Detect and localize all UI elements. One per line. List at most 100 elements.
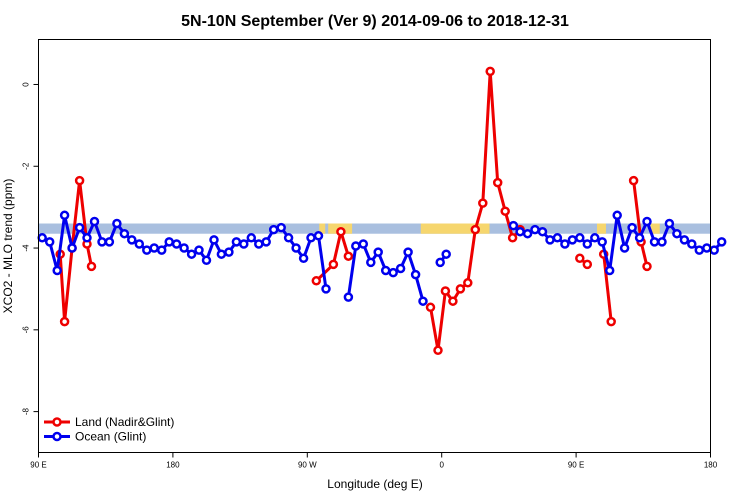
series-1-point-32 — [276, 222, 286, 233]
series-1-point-37 — [313, 231, 324, 241]
land-band-2 — [420, 223, 490, 234]
series-1-point-12 — [127, 235, 137, 245]
series-1-point-24 — [216, 249, 227, 259]
x-axis: 90 E 180 90 W 0 90 E 180 — [30, 452, 718, 470]
series-1-point-55 — [530, 224, 540, 235]
series-1-point-28 — [246, 233, 257, 243]
series-1-point-45 — [388, 267, 398, 278]
series-1-point-14 — [142, 245, 152, 255]
series-1-point-33 — [283, 233, 294, 243]
series-1-point-74 — [672, 228, 682, 239]
series-1-point-50 — [435, 257, 445, 268]
series-1-point-7 — [89, 216, 100, 227]
x-tick-label-3: 0 — [439, 461, 444, 470]
series-1-point-70 — [642, 216, 652, 227]
land-band-4 — [650, 223, 660, 234]
series-0-point-18 — [485, 66, 495, 77]
y-tick-label-0: 0 — [22, 82, 31, 87]
series-0-point-5 — [86, 261, 97, 272]
series-1-point-40 — [351, 241, 361, 251]
y-tick-label-1: -2 — [22, 162, 31, 170]
series-1-point-10 — [112, 218, 122, 229]
series-0-point-17 — [478, 198, 488, 208]
series-1-point-34 — [291, 243, 301, 253]
series-1-point-27 — [239, 239, 249, 249]
series-1-point-16 — [156, 245, 167, 255]
series-1-point-5 — [74, 222, 85, 233]
series-0-point-16 — [470, 224, 481, 235]
series-1-point-23 — [209, 235, 219, 245]
series-1-point-67 — [619, 243, 630, 253]
series-1-point-17 — [164, 237, 174, 247]
legend-marker-0 — [52, 417, 62, 427]
series-0-point-11 — [433, 345, 443, 356]
series-0-line-4 — [602, 254, 613, 322]
land-band-3 — [597, 223, 606, 234]
series-1-point-62 — [582, 239, 593, 249]
series-1-point-71 — [649, 237, 660, 247]
x-tick-label-1: 180 — [166, 461, 180, 470]
chart-title: 5N-10N September (Ver 9) 2014-09-06 to 2… — [181, 13, 569, 30]
legend-label-0: Land (Nadir&Glint) — [75, 415, 174, 429]
series-1-point-8 — [97, 237, 107, 247]
series-1-point-80 — [716, 237, 727, 247]
x-axis-label: Longitude (deg E) — [327, 477, 422, 491]
series-1-point-61 — [575, 233, 585, 243]
series-1-point-13 — [134, 239, 145, 249]
series-0-point-21 — [507, 233, 518, 243]
series-1-point-53 — [515, 226, 525, 237]
ocean-band — [38, 223, 711, 234]
series-1-point-47 — [403, 247, 413, 257]
series-1-point-56 — [537, 226, 548, 237]
series-1-point-29 — [254, 239, 264, 249]
series-0-point-20 — [500, 206, 510, 216]
series-1-point-44 — [380, 265, 391, 276]
series-1-point-42 — [366, 257, 376, 268]
series-1-point-2 — [52, 265, 62, 276]
series-1-point-65 — [604, 265, 615, 276]
plot-frame — [38, 39, 711, 453]
series-1-point-26 — [231, 237, 242, 247]
series-0-point-19 — [492, 177, 503, 188]
legend: Land (Nadir&Glint)Ocean (Glint) — [44, 415, 174, 444]
series-1-point-51 — [441, 249, 451, 259]
series-1-point-9 — [104, 237, 115, 247]
series-1-point-73 — [664, 218, 675, 229]
y-axis: 0 -2 -4 -6 -8 — [22, 82, 39, 415]
series-1-point-38 — [321, 284, 331, 294]
series-0-point-29 — [642, 261, 652, 272]
series-0-point-23 — [575, 253, 585, 264]
y-tick-label-2: -4 — [22, 244, 31, 252]
series-0-point-13 — [448, 296, 458, 306]
series-1-point-21 — [194, 245, 204, 255]
series-1-point-77 — [694, 245, 705, 255]
x-tick-label-5: 180 — [704, 461, 718, 470]
series-1-point-30 — [261, 237, 271, 247]
x-tick-label-2: 90 W — [298, 461, 317, 470]
series-1-point-69 — [634, 233, 645, 243]
series-1-point-25 — [224, 247, 234, 257]
series-0-line-0 — [58, 179, 93, 324]
series-0-point-10 — [425, 302, 436, 313]
series-0-point-1 — [59, 316, 70, 327]
series-1-point-31 — [268, 224, 279, 235]
series-1-point-79 — [709, 245, 719, 255]
series-1-point-54 — [522, 228, 533, 239]
series-0-point-27 — [628, 175, 639, 186]
x-tick-label-4: 90 E — [568, 461, 584, 470]
series-layer — [37, 66, 727, 356]
series-1 — [37, 210, 727, 306]
series-1-point-41 — [358, 239, 369, 249]
series-1-point-57 — [545, 235, 555, 245]
series-1-point-76 — [687, 239, 697, 249]
legend-label-1: Ocean (Glint) — [75, 430, 146, 444]
series-1-point-18 — [171, 239, 182, 249]
series-1-point-64 — [597, 237, 607, 247]
series-0-point-24 — [582, 259, 593, 270]
series-1-point-3 — [59, 210, 70, 221]
series-1-point-39 — [343, 292, 354, 302]
series-0-point-12 — [440, 286, 451, 296]
series-0-point-7 — [328, 259, 339, 270]
series-1-point-15 — [149, 243, 159, 253]
